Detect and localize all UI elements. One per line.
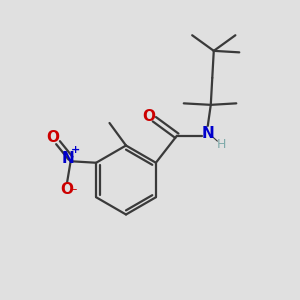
Text: O: O: [142, 109, 155, 124]
Text: ⁻: ⁻: [70, 186, 77, 199]
Text: O: O: [46, 130, 59, 145]
Text: +: +: [70, 145, 80, 155]
Text: N: N: [62, 151, 75, 166]
Text: H: H: [217, 138, 226, 151]
Text: O: O: [60, 182, 73, 197]
Text: N: N: [201, 126, 214, 141]
